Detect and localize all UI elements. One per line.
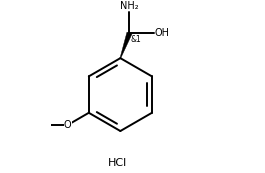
Text: NH₂: NH₂ [120, 1, 139, 11]
Text: O: O [64, 120, 72, 130]
Polygon shape [120, 32, 132, 58]
Text: OH: OH [155, 28, 170, 38]
Text: &1: &1 [131, 35, 142, 44]
Text: HCl: HCl [108, 158, 127, 168]
